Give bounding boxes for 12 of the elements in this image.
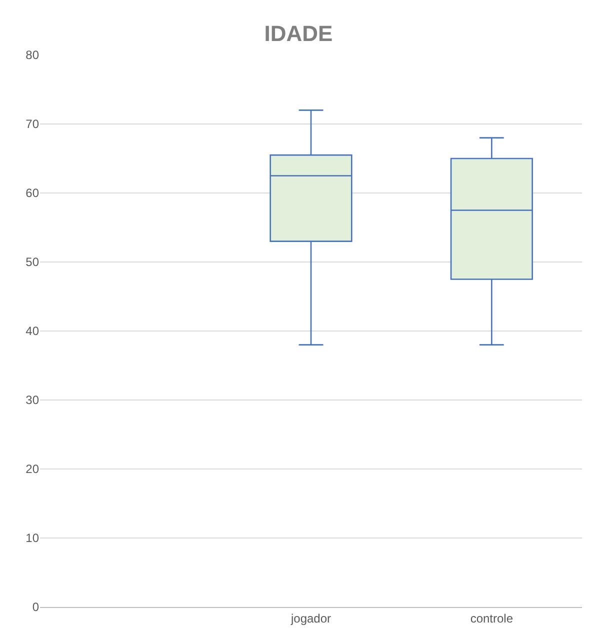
y-tick-label: 20 (26, 462, 40, 476)
y-tick-label: 10 (26, 531, 40, 546)
x-tick-label: jogador (290, 611, 332, 626)
y-tick-label: 80 (26, 48, 40, 62)
y-tick-label: 0 (32, 600, 40, 614)
y-tick-label: 70 (26, 117, 40, 132)
chart-title: IDADE (264, 20, 333, 46)
x-tick-label: controle (470, 611, 514, 626)
y-tick-label: 50 (26, 255, 40, 270)
y-tick-label: 60 (26, 186, 40, 200)
y-tick-label: 40 (26, 324, 40, 338)
y-tick-label: 30 (26, 393, 40, 408)
